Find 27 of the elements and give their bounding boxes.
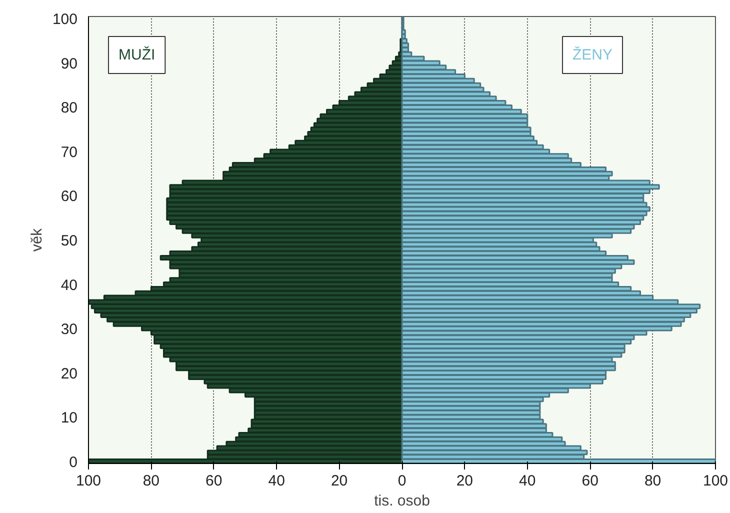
x-tick-label: 100 <box>76 472 102 490</box>
y-tick-label: 80 <box>60 100 78 117</box>
x-tick-label: 20 <box>330 472 348 490</box>
x-tick-label: 80 <box>644 472 662 490</box>
y-tick-label: 0 <box>69 454 78 471</box>
x-tick-label: 40 <box>519 472 536 490</box>
y-tick-label: 50 <box>60 232 78 250</box>
y-axis-title: věk <box>28 228 46 252</box>
y-tick-label: 90 <box>60 55 78 72</box>
x-tick-label: 20 <box>456 472 474 490</box>
y-tick-label: 60 <box>60 188 78 206</box>
y-tick-label: 20 <box>60 365 78 382</box>
x-tick-label: 80 <box>142 472 160 490</box>
x-tick-label: 60 <box>582 472 598 490</box>
y-tick-label: 30 <box>60 321 78 338</box>
y-tick-label: 10 <box>60 410 78 427</box>
x-tick-label: 0 <box>398 472 406 490</box>
text: MUŽI <box>118 46 156 64</box>
x-tick-label: 40 <box>268 472 285 490</box>
x-axis-title: tis. osob <box>374 492 430 510</box>
x-tick-label: 60 <box>206 472 222 490</box>
y-tick-label: 100 <box>52 11 78 28</box>
y-tick-label: 40 <box>60 276 78 294</box>
y-tick-label: 70 <box>60 144 78 161</box>
x-tick-label: 100 <box>702 472 728 490</box>
bar <box>401 29 406 35</box>
text: ŽENY <box>572 46 613 64</box>
